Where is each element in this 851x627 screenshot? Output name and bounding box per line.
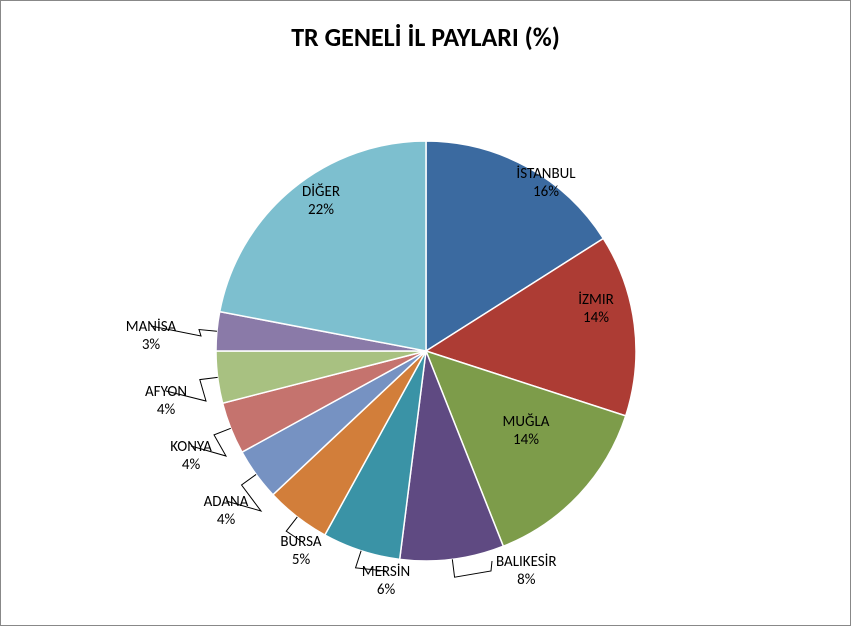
slice-label-pct: 8% bbox=[496, 571, 557, 589]
slice-label-pct: 16% bbox=[516, 183, 575, 201]
slice-label-afyon: AFYON4% bbox=[145, 383, 187, 419]
slice-label-pct: 4% bbox=[170, 456, 212, 474]
slice-label-name: DİĞER bbox=[302, 183, 340, 201]
slice-label-konya: KONYA4% bbox=[170, 438, 212, 474]
slice-label-name: AFYON bbox=[145, 383, 187, 401]
slice-label-balikesi̇r: BALIKESİR8% bbox=[496, 553, 557, 589]
slice-label-pct: 4% bbox=[145, 401, 187, 419]
slice-label-i̇zmir: İZMIR14% bbox=[578, 291, 614, 327]
slice-label-name: KONYA bbox=[170, 438, 212, 456]
slice-label-mersi̇n: MERSİN6% bbox=[362, 563, 410, 599]
slice-label-pct: 5% bbox=[280, 551, 321, 569]
slice-label-pct: 22% bbox=[302, 201, 340, 219]
slice-label-name: ADANA bbox=[204, 493, 249, 511]
slice-label-adana: ADANA4% bbox=[204, 493, 249, 529]
slice-label-bursa: BURSA5% bbox=[280, 533, 321, 569]
slice-label-name: İZMIR bbox=[578, 291, 614, 309]
slice-label-pct: 6% bbox=[362, 581, 410, 599]
slice-label-pct: 4% bbox=[204, 511, 249, 529]
chart-title: TR GENELİ İL PAYLARI (%) bbox=[1, 21, 850, 53]
slice-label-name: MANİSA bbox=[126, 318, 176, 336]
slice-label-pct: 14% bbox=[578, 309, 614, 327]
slice-label-pct: 14% bbox=[503, 431, 550, 449]
slice-label-i̇stanbul: İSTANBUL16% bbox=[516, 165, 575, 201]
slice-label-muğla: MUĞLA14% bbox=[503, 413, 550, 449]
pie-chart-container: TR GENELİ İL PAYLARI (%) İSTANBUL16% İZMI… bbox=[0, 0, 851, 626]
slice-label-mani̇sa: MANİSA3% bbox=[126, 318, 176, 354]
slice-label-name: BALIKESİR bbox=[496, 553, 557, 571]
pie-chart bbox=[176, 101, 676, 601]
slice-label-di̇ğer: DİĞER22% bbox=[302, 183, 340, 219]
slice-label-name: MUĞLA bbox=[503, 413, 550, 431]
slice-label-name: İSTANBUL bbox=[516, 165, 575, 183]
slice-label-name: BURSA bbox=[280, 533, 321, 551]
slice-label-pct: 3% bbox=[126, 336, 176, 354]
slice-label-name: MERSİN bbox=[362, 563, 410, 581]
